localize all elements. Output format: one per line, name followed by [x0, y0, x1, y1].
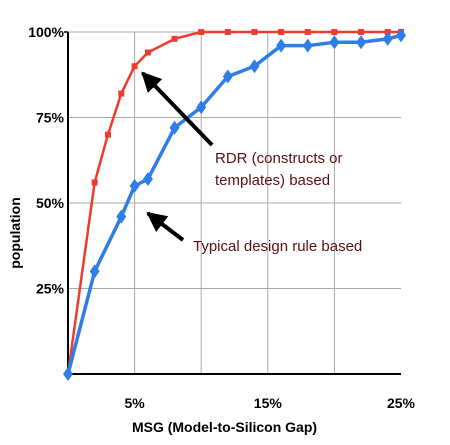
series-1-point [222, 69, 233, 84]
series-0-point [144, 49, 151, 56]
series-line-0 [66, 30, 401, 375]
series-0-point [104, 131, 111, 138]
x-axis-title: MSG (Model-to-Silicon Gap) [132, 419, 317, 435]
series-1-point [249, 59, 260, 74]
y-tick-label: 25% [36, 281, 65, 297]
series-0-point [171, 35, 178, 42]
annotation-arrow-1 [146, 211, 185, 242]
series-0-point [278, 29, 285, 35]
series-line-1 [66, 33, 402, 375]
series-0-point [224, 29, 231, 35]
series-layer [63, 28, 406, 381]
annotation-label: RDR (constructs or [215, 150, 343, 167]
x-tick-label: 15% [254, 395, 283, 411]
series-1-point [302, 38, 313, 53]
series-1-point [89, 264, 100, 279]
series-1-point [129, 178, 140, 193]
series-0-point [304, 29, 311, 35]
series-1-point [396, 28, 406, 43]
series-1-point [142, 172, 153, 187]
series-0-point [251, 29, 258, 35]
series-1-point [329, 35, 340, 50]
y-axis-title: population [7, 197, 23, 269]
series-1-point [196, 100, 207, 115]
y-tick-label: 100% [28, 24, 64, 40]
annotation-layer: RDR (constructs or templates) based Typica… [141, 71, 362, 255]
y-tick-label: 75% [36, 110, 65, 126]
series-1-point [169, 120, 180, 135]
series-0-point [198, 29, 205, 35]
axes-layer [64, 31, 401, 375]
x-tick-label: 25% [387, 395, 416, 411]
series-1-point [63, 367, 73, 381]
annotation-label: templates) based [215, 172, 330, 189]
label-layer: 25% 50% 75% 100% 5% 15% 25% MSG (Model-to-Silic… [7, 24, 416, 435]
y-tick-label: 50% [36, 195, 65, 211]
grid-layer [68, 31, 401, 374]
series-1-point [276, 38, 287, 53]
series-0-point [358, 29, 365, 35]
series-1-point [382, 31, 393, 46]
series-0-point [118, 90, 125, 97]
series-1-point [116, 209, 127, 224]
series-1-point [356, 35, 367, 50]
series-0-point [91, 179, 98, 186]
series-0-point [131, 63, 138, 70]
x-tick-label: 5% [124, 395, 145, 411]
annotation-arrow-0 [141, 71, 214, 147]
annotation-label: Typical design rule based [193, 238, 362, 255]
series-0-point [331, 29, 338, 35]
